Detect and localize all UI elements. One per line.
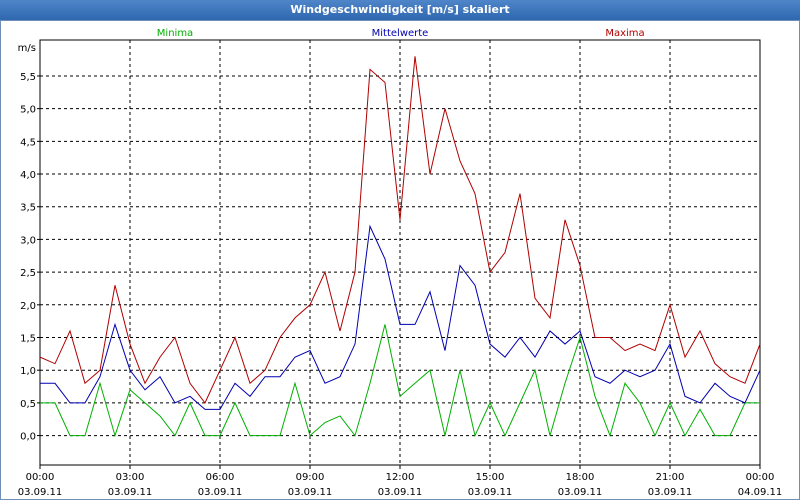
legend-min: Minima — [157, 28, 193, 39]
x-tick-time: 03:00 — [116, 472, 145, 483]
x-tick-date: 03.09.11 — [108, 487, 153, 498]
x-tick-date: 03.09.11 — [468, 487, 513, 498]
x-tick-time: 21:00 — [656, 472, 685, 483]
axis-labels: 0,0 0,5 1,0 1,5 2,0 2,5 3,0 3,5 4,0 4,5 5,0 5,5 m/s 0… — [18, 28, 783, 498]
x-tick-time: 12:00 — [386, 472, 415, 483]
x-tick-time: 15:00 — [476, 472, 505, 483]
y-axis-unit: m/s — [18, 43, 36, 54]
y-tick-label: 3,0 — [20, 235, 36, 246]
grid-lines — [40, 40, 760, 465]
y-tick-label: 4,0 — [20, 170, 36, 181]
y-tick-label: 0,5 — [20, 399, 36, 410]
series-line-mean — [40, 224, 761, 410]
series-lines — [39, 56, 761, 438]
x-tick-date: 03.09.11 — [378, 487, 423, 498]
legend-max: Maxima — [605, 28, 644, 39]
x-tick-time: 00:00 — [746, 472, 775, 483]
legend-mean: Mittelwerte — [372, 28, 429, 39]
x-tick-date: 03.09.11 — [558, 487, 603, 498]
x-tick-time: 06:00 — [206, 472, 235, 483]
x-tick-date: 04.09.11 — [738, 487, 783, 498]
y-tick-label: 5,0 — [20, 105, 36, 116]
y-tick-label: 1,5 — [20, 334, 36, 345]
y-tick-label: 5,5 — [20, 72, 36, 83]
x-tick-time: 00:00 — [26, 472, 55, 483]
series-line-max — [39, 56, 761, 404]
y-tick-label: 2,5 — [20, 268, 36, 279]
x-tick-time: 09:00 — [296, 472, 325, 483]
x-tick-date: 03.09.11 — [18, 487, 63, 498]
x-tick-date: 03.09.11 — [648, 487, 693, 498]
y-tick-label: 0,0 — [20, 432, 36, 443]
x-tick-date: 03.09.11 — [288, 487, 333, 498]
y-tick-label: 1,0 — [20, 366, 36, 377]
y-tick-label: 3,5 — [20, 203, 36, 214]
window-title: Windgeschwindigkeit [m/s] skaliert — [0, 0, 800, 20]
x-tick-time: 18:00 — [566, 472, 595, 483]
x-tick-date: 03.09.11 — [198, 487, 243, 498]
y-tick-label: 4,5 — [20, 137, 36, 148]
series-line-min — [40, 324, 760, 438]
y-tick-label: 2,0 — [20, 301, 36, 312]
